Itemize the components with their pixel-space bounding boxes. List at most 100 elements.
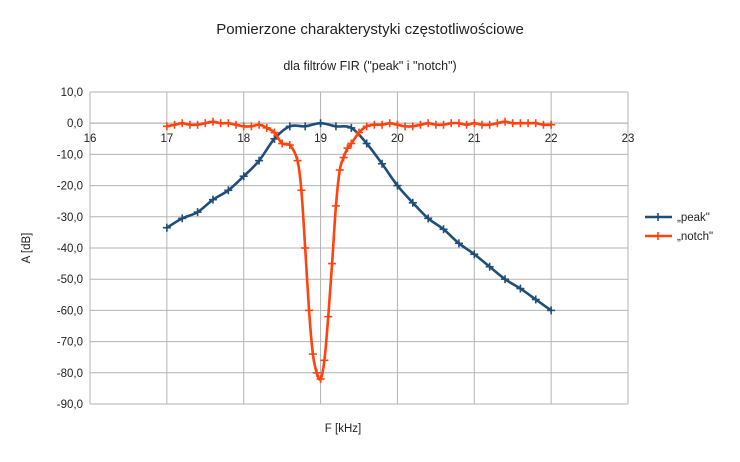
- x-tick-label: 20: [391, 133, 404, 145]
- data-point: [255, 120, 264, 129]
- data-point: [470, 250, 479, 259]
- data-point: [347, 123, 356, 132]
- y-tick-label: 0,0: [67, 118, 83, 130]
- data-point: [201, 119, 210, 128]
- x-tick-label: 19: [314, 133, 327, 145]
- data-point: [516, 284, 525, 293]
- data-point: [178, 214, 187, 223]
- legend-item: „notch": [645, 231, 713, 243]
- data-point: [485, 120, 494, 129]
- y-tick-label: -20,0: [57, 181, 83, 193]
- data-point: [162, 223, 171, 232]
- y-tick-label: -40,0: [57, 243, 83, 255]
- data-point: [208, 117, 217, 126]
- data-point: [170, 120, 179, 129]
- data-point: [301, 122, 310, 131]
- data-point: [454, 239, 463, 248]
- data-point: [312, 368, 321, 377]
- data-point: [305, 306, 314, 315]
- data-point: [285, 122, 294, 131]
- data-point: [393, 120, 402, 129]
- data-point: [385, 119, 394, 128]
- data-point: [339, 153, 348, 162]
- x-tick-label: 23: [622, 133, 635, 145]
- data-point: [454, 119, 463, 128]
- data-point: [355, 128, 363, 137]
- data-point: [416, 120, 425, 129]
- data-point: [408, 122, 417, 131]
- data-point: [239, 172, 248, 181]
- data-point: [224, 119, 233, 128]
- data-point: [362, 122, 371, 131]
- data-point: [262, 123, 271, 132]
- data-point: [531, 295, 540, 304]
- data-point: [539, 120, 548, 129]
- x-tick-label: 16: [84, 133, 97, 145]
- data-point: [208, 195, 217, 204]
- data-point: [343, 144, 352, 153]
- data-point: [239, 122, 248, 131]
- data-point: [477, 120, 486, 129]
- data-point: [270, 128, 279, 137]
- data-point: [439, 225, 448, 234]
- x-axis-label: F [kHz]: [325, 423, 361, 435]
- y-tick-label: -80,0: [57, 368, 83, 380]
- data-point: [316, 375, 325, 384]
- data-point: [285, 141, 294, 150]
- data-point: [493, 119, 502, 128]
- data-point: [193, 208, 202, 217]
- data-point: [508, 119, 517, 128]
- data-point: [324, 312, 333, 321]
- data-point: [301, 244, 310, 252]
- y-tick-label: -60,0: [57, 305, 83, 317]
- data-point: [547, 306, 556, 315]
- data-point: [193, 120, 202, 129]
- data-point: [328, 259, 337, 268]
- data-point: [378, 120, 387, 129]
- data-point: [524, 119, 533, 128]
- data-point: [439, 120, 448, 129]
- data-point: [501, 117, 510, 126]
- legend-label: „notch": [677, 231, 713, 243]
- chart-subtitle: dla filtrów FIR ("peak" i "notch"): [283, 59, 456, 73]
- data-point: [185, 120, 194, 129]
- data-point: [331, 122, 340, 131]
- data-point: [347, 139, 356, 148]
- legend: „peak" „notch": [645, 212, 713, 243]
- data-point: [378, 159, 387, 168]
- data-point: [470, 119, 479, 128]
- data-point: [178, 119, 187, 128]
- x-tick-labels: 16 17 18 19 20 21 22 23: [84, 133, 635, 145]
- data-point: [362, 139, 371, 148]
- data-point: [293, 156, 302, 165]
- data-point: [501, 275, 510, 284]
- data-point: [485, 262, 494, 271]
- data-point: [278, 139, 287, 148]
- y-tick-label: -90,0: [57, 399, 83, 411]
- data-point: [424, 214, 433, 223]
- data-point: [331, 201, 340, 210]
- data-point: [462, 120, 471, 129]
- data-point: [431, 120, 440, 129]
- data-point: [370, 120, 379, 129]
- data-point: [401, 122, 410, 131]
- x-tick-label: 17: [160, 133, 173, 145]
- chart-title: Pomierzone charakterystyki częstotliwośc…: [216, 21, 524, 38]
- y-tick-label: -10,0: [57, 149, 83, 161]
- legend-item: „peak": [645, 212, 710, 224]
- data-point: [516, 119, 525, 128]
- y-tick-label: 10,0: [61, 87, 83, 99]
- data-point: [162, 122, 171, 131]
- x-tick-label: 18: [237, 133, 250, 145]
- data-point: [320, 356, 329, 365]
- data-point: [393, 181, 402, 190]
- data-point: [424, 119, 433, 128]
- y-tick-label: -70,0: [57, 337, 83, 349]
- data-point: [308, 350, 317, 359]
- x-tick-label: 21: [468, 133, 481, 145]
- data-point: [247, 122, 256, 131]
- data-point: [447, 119, 456, 128]
- y-axis-label: A [dB]: [21, 233, 33, 264]
- data-point: [316, 119, 325, 128]
